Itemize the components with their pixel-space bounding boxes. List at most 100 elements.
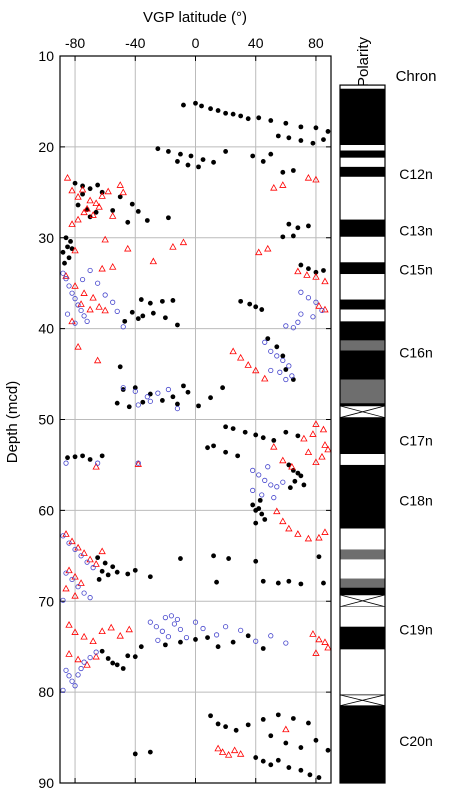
filled-dot-point — [223, 424, 229, 430]
triangle-point — [95, 302, 103, 310]
filled-dot-point — [99, 453, 105, 459]
filled-dot-point — [205, 445, 210, 451]
polarity-band-white — [340, 649, 385, 695]
triangle-point — [124, 244, 132, 252]
filled-dot-point — [140, 399, 146, 405]
filled-dot-point — [125, 219, 131, 225]
open-circle-point — [147, 619, 153, 625]
polarity-band-white — [340, 157, 385, 167]
filled-dot-point — [132, 751, 138, 757]
open-circle-point — [286, 363, 292, 369]
filled-dot-point — [147, 391, 153, 397]
chron-label: C15n — [399, 262, 432, 278]
filled-dot-point — [316, 775, 322, 780]
open-circle-point — [64, 311, 71, 317]
filled-dot-point — [87, 186, 93, 192]
open-circle-point — [298, 289, 304, 295]
filled-dot-point — [208, 106, 213, 112]
triangle-point — [109, 263, 117, 270]
filled-dot-point — [313, 269, 319, 275]
filled-dot-point — [72, 454, 78, 460]
open-circle-point — [75, 584, 81, 590]
filled-dot-point — [262, 517, 268, 522]
filled-dot-point — [75, 202, 81, 208]
open-circle-point — [60, 597, 66, 603]
open-circle-point — [274, 484, 280, 490]
filled-dot-point — [185, 162, 191, 168]
filled-dot-point — [268, 151, 274, 157]
y-tick-label: 20 — [38, 139, 54, 155]
filled-dot-point — [325, 747, 331, 753]
filled-dot-point — [170, 394, 176, 400]
triangle-point — [255, 248, 263, 256]
open-circle-point — [114, 308, 120, 314]
filled-dot-point — [310, 140, 316, 146]
filled-dot-point — [259, 307, 265, 312]
open-circle-point — [72, 546, 78, 553]
triangle-point — [252, 366, 260, 374]
filled-dot-point — [280, 234, 286, 240]
filled-dot-point — [286, 462, 292, 468]
open-circle-point — [305, 295, 312, 301]
filled-dot-point — [72, 180, 78, 186]
filled-dot-point — [230, 426, 236, 431]
filled-dot-point — [307, 772, 313, 778]
open-circle-point — [72, 320, 78, 326]
triangle-point — [319, 425, 328, 433]
triangle-point — [324, 643, 332, 651]
open-circle-point — [223, 624, 229, 630]
filled-dot-point — [321, 580, 326, 586]
filled-dot-point — [66, 255, 72, 261]
filled-dot-point — [175, 401, 180, 407]
filled-dot-point — [155, 146, 161, 152]
filled-dot-point — [268, 733, 274, 739]
filled-dot-point — [283, 740, 289, 746]
filled-dot-point — [105, 656, 111, 661]
filled-dot-point — [93, 209, 99, 215]
filled-dot-point — [110, 208, 116, 213]
filled-dot-point — [259, 511, 265, 517]
polarity-cross-line — [339, 694, 386, 707]
polarity-band-black — [340, 403, 385, 406]
triangle-point — [86, 196, 94, 204]
filled-dot-point — [298, 138, 304, 143]
polarity-band-black — [340, 150, 385, 158]
polarity-band-grey — [340, 578, 385, 588]
open-circle-point — [238, 627, 244, 633]
polarity-band-white — [340, 176, 385, 220]
filled-dot-point — [110, 660, 116, 666]
triangle-point — [294, 530, 302, 537]
triangle-point — [304, 534, 313, 542]
open-circle-point — [289, 373, 295, 379]
open-circle-point — [147, 398, 153, 404]
chron-label: C20n — [399, 733, 432, 749]
open-circle-point — [298, 311, 304, 317]
triangle-point — [270, 442, 278, 450]
open-circle-point — [268, 633, 274, 639]
triangle-point — [236, 750, 245, 757]
filled-dot-point — [298, 745, 304, 750]
filled-dot-point — [313, 125, 319, 131]
filled-dot-point — [230, 639, 236, 645]
triangle-point — [65, 566, 73, 574]
triangle-point — [125, 625, 133, 633]
open-circle-point — [110, 299, 116, 305]
x-tick-label: 0 — [192, 35, 200, 51]
triangle-point — [324, 445, 332, 453]
filled-dot-point — [181, 102, 186, 108]
x-tick-label: -40 — [125, 35, 145, 51]
polarity-band-black — [340, 88, 385, 146]
triangle-point — [80, 289, 88, 296]
open-circle-point — [75, 672, 81, 678]
triangle-point — [98, 627, 106, 635]
filled-dot-point — [321, 268, 326, 273]
polarity-band-grey — [340, 549, 385, 560]
polarity-band-white — [340, 309, 385, 322]
triangle-point — [101, 306, 109, 314]
filled-dot-point — [162, 642, 168, 648]
filled-dot-point — [193, 637, 198, 642]
filled-dot-point — [65, 455, 70, 461]
open-circle-point — [250, 467, 256, 473]
y-ticks: 10 20 30 40 50 60 70 80 90 — [38, 48, 331, 791]
polarity-band-white — [340, 85, 385, 89]
